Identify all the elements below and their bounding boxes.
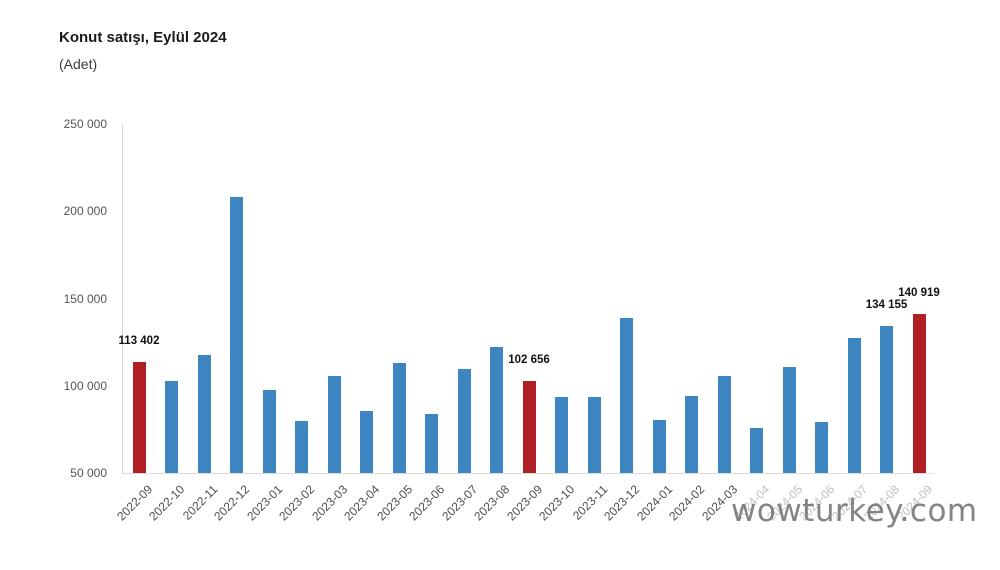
data-label: 102 656	[508, 354, 550, 367]
bar	[555, 396, 568, 473]
bar	[815, 421, 828, 473]
x-axis-tick-label: 2024-02	[666, 482, 708, 524]
bar	[392, 362, 406, 473]
bar	[327, 376, 341, 473]
bar	[360, 410, 373, 473]
x-axis-tick-label: 2023-10	[536, 482, 578, 524]
bar	[717, 376, 731, 473]
bar	[782, 367, 796, 473]
bar	[522, 381, 536, 473]
data-label: 140 919	[898, 287, 940, 300]
bar	[620, 318, 633, 473]
y-axis-tick-label: 250 000	[63, 117, 107, 131]
y-axis-line	[122, 124, 123, 474]
data-label: 113 402	[118, 335, 160, 348]
bar	[230, 197, 243, 473]
chart-title: Konut satışı, Eylül 2024	[59, 29, 227, 46]
bar	[587, 397, 601, 473]
bar	[165, 381, 178, 473]
bar	[685, 396, 698, 473]
chart-subtitle: (Adet)	[59, 56, 98, 72]
x-axis-tick-label: 2023-04	[341, 482, 383, 524]
data-label: 134 155	[865, 299, 908, 312]
x-axis-tick-label: 2023-12	[601, 482, 643, 524]
x-axis-tick-label: 2022-10	[146, 482, 188, 524]
bar	[912, 314, 926, 473]
bar	[425, 414, 438, 473]
bar	[652, 420, 666, 473]
x-axis-tick-label: 2023-06	[406, 482, 448, 524]
bar	[197, 354, 211, 473]
x-axis-line	[122, 473, 934, 474]
x-axis-tick-label: 2023-08	[471, 482, 513, 524]
y-axis-tick-label: 100 000	[63, 378, 107, 393]
bar	[490, 347, 503, 473]
bar	[750, 428, 763, 473]
x-axis-tick-label: 2023-02	[276, 482, 318, 524]
x-axis-tick-label: 2022-12	[211, 482, 253, 524]
bar	[880, 326, 893, 473]
bar	[847, 338, 861, 473]
bar	[295, 420, 308, 473]
y-axis-tick-label: 150 000	[63, 291, 107, 306]
bar	[132, 362, 146, 473]
watermark: wowturkey.com	[731, 493, 978, 529]
y-axis-tick-label: 200 000	[63, 204, 107, 219]
bar	[457, 369, 471, 473]
bar	[262, 389, 276, 473]
y-axis-tick-label: 50 000	[70, 466, 107, 480]
